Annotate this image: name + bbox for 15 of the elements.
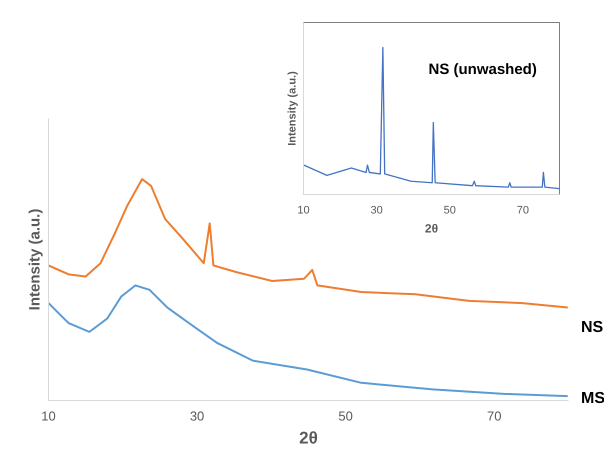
x-axis-title: 2θ — [424, 222, 438, 236]
x-tick-label: 70 — [516, 204, 530, 216]
y-axis-title: Intensity (a.u.) — [26, 208, 44, 310]
series-label: NS — [581, 318, 604, 338]
x-tick-label: 10 — [297, 204, 310, 216]
text: NS (unwashed) — [428, 61, 537, 78]
y-axis-title: Intensity (a.u.) — [286, 70, 298, 146]
x-tick-label: 30 — [370, 204, 383, 216]
series-label: MS — [581, 389, 604, 409]
x-tick-label: 50 — [444, 204, 456, 216]
x-tick-label: 70 — [486, 408, 502, 424]
x-axis-title: 2θ — [299, 428, 318, 448]
x-tick-label: 10 — [41, 408, 56, 424]
x-tick-label: 50 — [338, 408, 353, 424]
x-tick-label: 30 — [190, 408, 204, 424]
